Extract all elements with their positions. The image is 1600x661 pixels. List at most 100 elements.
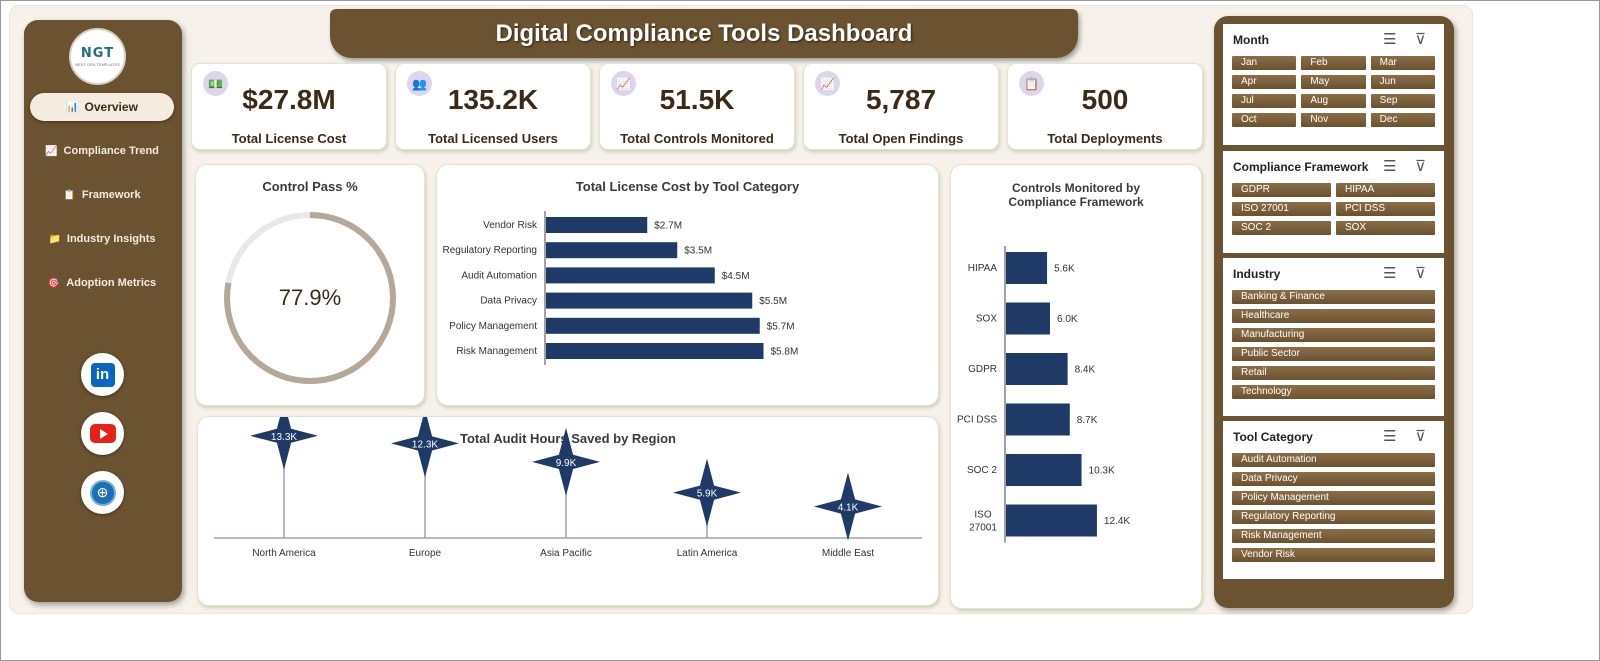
- category-label: SOX: [976, 314, 997, 325]
- users-icon: 👥: [407, 71, 432, 96]
- category-label: Latin America: [677, 548, 738, 559]
- filter-chip[interactable]: Jul: [1232, 94, 1297, 108]
- bar: [1006, 353, 1068, 385]
- bar: [1006, 302, 1050, 335]
- nav-label: Industry Insights: [66, 233, 156, 245]
- data-label: 13.3K: [271, 432, 297, 443]
- filter-chip[interactable]: Manufacturing: [1232, 328, 1435, 342]
- data-label: $5.8M: [771, 347, 799, 358]
- line-chart-icon: 📈: [815, 71, 840, 96]
- filter-chip[interactable]: Jan: [1232, 56, 1297, 70]
- filter-chip[interactable]: Audit Automation: [1232, 453, 1435, 467]
- data-label: 10.3K: [1089, 466, 1115, 477]
- clear-filter-icon[interactable]: ⊽: [1415, 265, 1426, 282]
- bar: [546, 343, 764, 359]
- data-label: $5.7M: [767, 321, 795, 332]
- filter-chip[interactable]: Dec: [1370, 113, 1435, 127]
- data-label: 9.9K: [556, 458, 577, 469]
- bar: [546, 267, 715, 284]
- filter-chip[interactable]: Policy Management: [1232, 491, 1435, 505]
- filter-chip[interactable]: Nov: [1301, 113, 1366, 127]
- star-marker: [391, 417, 459, 478]
- category-label: Middle East: [822, 548, 874, 559]
- filter-chip[interactable]: Feb: [1301, 56, 1366, 70]
- multi-select-icon[interactable]: ☰: [1383, 158, 1397, 175]
- category-label: North America: [252, 548, 316, 559]
- chart-title: Total License Cost by Tool Category: [575, 179, 800, 194]
- filter-chip[interactable]: Healthcare: [1232, 309, 1435, 323]
- star-marker: [673, 458, 741, 527]
- filter-chip[interactable]: Public Sector: [1232, 347, 1435, 361]
- donut-chart: [224, 212, 396, 384]
- linkedin-button[interactable]: in: [81, 353, 124, 396]
- audit-hours-chart: 13.3K North America 12.3K Europe 9.9K Asia Pa…: [214, 417, 922, 559]
- kpi-card-open-findings: 📈 5,787 Total Open Findings: [803, 63, 999, 150]
- filter-chip[interactable]: HIPAA: [1336, 183, 1435, 197]
- filter-chip[interactable]: Risk Management: [1232, 529, 1435, 543]
- kpi-value: 500: [1081, 84, 1129, 115]
- title-banner: Digital Compliance Tools Dashboard: [330, 9, 1078, 58]
- slicer-title: Month: [1233, 33, 1269, 47]
- slicer-month: Month ☰ ⊽ Jan Feb Mar Apr May Jun Jul Aug Sep Oct…: [1223, 24, 1444, 145]
- filter-chip[interactable]: Banking & Finance: [1232, 290, 1435, 304]
- nav-overview[interactable]: 📊 Overview: [30, 93, 174, 121]
- kpi-card-licensed-users: 👥 135.2K Total Licensed Users: [395, 63, 591, 150]
- nav-label: Overview: [84, 100, 138, 114]
- filter-chip[interactable]: Technology: [1232, 385, 1435, 399]
- filter-chip[interactable]: Retail: [1232, 366, 1435, 380]
- multi-select-icon[interactable]: ☰: [1383, 265, 1397, 282]
- chart-title: Controls Monitored by Compliance Framewo…: [1008, 181, 1144, 209]
- sidebar: NGT NEXT GEN TEMPLATES 📊 Overview 📈 Compli…: [24, 20, 182, 602]
- slicer-tool-category: Tool Category ☰ ⊽ Audit Automation Data P…: [1223, 421, 1444, 579]
- youtube-button[interactable]: [81, 412, 124, 455]
- data-label: 12.4K: [1104, 516, 1130, 527]
- multi-select-icon[interactable]: ☰: [1383, 31, 1397, 48]
- filter-chip[interactable]: ISO 27001: [1232, 202, 1331, 216]
- filter-chip[interactable]: Oct: [1232, 113, 1297, 127]
- clear-filter-icon[interactable]: ⊽: [1415, 31, 1426, 48]
- bar: [546, 317, 760, 334]
- kpi-label: Total Deployments: [1047, 131, 1163, 146]
- category-label: Asia Pacific: [540, 548, 592, 559]
- kpi-value: 135.2K: [447, 84, 539, 115]
- data-label: 8.7K: [1077, 415, 1098, 426]
- target-icon: 🎯: [47, 277, 61, 289]
- category-label: Europe: [409, 548, 442, 559]
- filter-chip[interactable]: Jun: [1370, 75, 1435, 89]
- filter-chip[interactable]: Apr: [1232, 75, 1297, 89]
- filter-chip[interactable]: Mar: [1370, 56, 1435, 70]
- filter-chip[interactable]: SOC 2: [1232, 221, 1331, 235]
- category-label: Regulatory Reporting: [443, 245, 538, 256]
- filter-chip[interactable]: PCI DSS: [1336, 202, 1435, 216]
- clipboard-icon: 📋: [1019, 71, 1044, 96]
- category-label: GDPR: [968, 364, 997, 375]
- nav-framework[interactable]: 📋 Framework: [30, 181, 174, 209]
- filter-chip[interactable]: Regulatory Reporting: [1232, 510, 1435, 524]
- kpi-value: 5,787: [865, 84, 937, 115]
- filter-chip[interactable]: SOX: [1336, 221, 1435, 235]
- nav-industry-insights[interactable]: 📁 Industry Insights: [30, 225, 174, 253]
- nav-adoption-metrics[interactable]: 🎯 Adoption Metrics: [30, 269, 174, 297]
- line-chart-icon: 📈: [611, 71, 636, 96]
- filter-chip[interactable]: May: [1301, 75, 1366, 89]
- filter-chip[interactable]: Vendor Risk: [1232, 548, 1435, 562]
- data-label: 5.6K: [1054, 264, 1075, 275]
- license-cost-panel: Total License Cost by Tool Category Vend…: [436, 164, 939, 406]
- filter-chip[interactable]: GDPR: [1232, 183, 1331, 197]
- filter-chip[interactable]: Aug: [1301, 94, 1366, 108]
- filter-chip[interactable]: Data Privacy: [1232, 472, 1435, 486]
- clear-filter-icon[interactable]: ⊽: [1415, 158, 1426, 175]
- kpi-label: Total Open Findings: [838, 131, 964, 146]
- donut-value: 77.9%: [278, 285, 342, 310]
- category-label: PCI DSS: [957, 415, 997, 426]
- kpi-label: Total Controls Monitored: [620, 131, 774, 146]
- nav-compliance-trend[interactable]: 📈 Compliance Trend: [30, 137, 174, 165]
- data-label: 8.4K: [1075, 365, 1096, 376]
- website-button[interactable]: ⊕: [81, 471, 124, 514]
- data-label: 12.3K: [412, 439, 438, 450]
- category-label: HIPAA: [968, 263, 998, 274]
- filter-chip[interactable]: Sep: [1370, 94, 1435, 108]
- page-title: Digital Compliance Tools Dashboard: [495, 19, 913, 47]
- clear-filter-icon[interactable]: ⊽: [1415, 428, 1426, 445]
- multi-select-icon[interactable]: ☰: [1383, 428, 1397, 445]
